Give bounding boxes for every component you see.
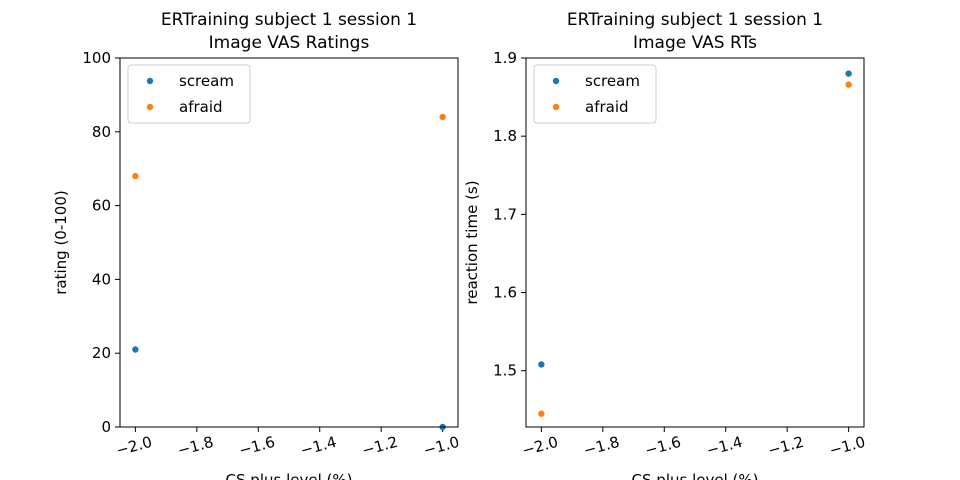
- axes-frame: [525, 57, 865, 428]
- x-tick-label: −2.0: [520, 433, 560, 460]
- legend-box: [127, 64, 251, 124]
- data-point-afraid: [845, 81, 852, 88]
- x-tick-label: −2.0: [114, 433, 154, 460]
- x-tick-label: −1.4: [299, 433, 339, 460]
- x-tick-label: −1.6: [237, 433, 277, 460]
- legend-label: afraid: [179, 98, 223, 116]
- y-tick-label: 1.7: [493, 205, 517, 223]
- data-point-scream: [845, 70, 852, 77]
- x-tick-label: −1.0: [827, 433, 867, 460]
- y-tick-label: 1.5: [493, 362, 517, 380]
- y-tick-label: 60: [92, 197, 111, 215]
- legend-marker-scream: [552, 77, 560, 85]
- data-point-afraid: [439, 113, 446, 121]
- legend-marker-afraid: [552, 103, 560, 111]
- legend-label: afraid: [585, 98, 629, 116]
- chart-subtitle: Image VAS RTs: [633, 33, 757, 53]
- subplot-2: ERTraining subject 1 session 1 Image VAS …: [463, 10, 867, 480]
- x-axis-label: CS plus level (%): [226, 471, 353, 480]
- x-tick-label: −1.8: [176, 433, 216, 460]
- x-tick-label: −1.6: [643, 433, 683, 460]
- legend-box: [533, 64, 657, 124]
- y-tick-label: 80: [92, 123, 111, 141]
- x-tick-label: −1.8: [582, 433, 622, 460]
- y-tick-label: 20: [92, 344, 111, 362]
- legend-marker-scream: [146, 77, 154, 85]
- chart-title: ERTraining subject 1 session 1: [161, 10, 417, 30]
- y-tick-label: 1.8: [493, 127, 517, 145]
- legend-marker-afraid: [146, 103, 154, 111]
- x-tick-label: −1.2: [766, 433, 806, 460]
- y-tick-label: 1.9: [493, 49, 517, 67]
- subplot-1: ERTraining subject 1 session 1 Image VAS …: [52, 10, 461, 480]
- legend-label: scream: [179, 72, 234, 90]
- chart-subtitle: Image VAS Ratings: [209, 33, 370, 53]
- chart-title: ERTraining subject 1 session 1: [567, 10, 823, 30]
- legend: scream afraid: [533, 64, 657, 124]
- data-point-scream: [132, 346, 139, 353]
- y-tick-label: 0: [101, 418, 111, 436]
- x-axis-label: CS plus level (%): [632, 471, 759, 480]
- x-tick-label: −1.4: [705, 433, 745, 460]
- y-tick-label: 1.6: [493, 284, 517, 302]
- x-tick-label: −1.0: [421, 433, 461, 460]
- y-tick-label: 40: [92, 270, 111, 288]
- data-point-afraid: [132, 172, 139, 180]
- legend: scream afraid: [127, 64, 251, 124]
- legend-label: scream: [585, 72, 640, 90]
- axes-frame: [119, 57, 459, 428]
- data-point-scream: [538, 361, 545, 368]
- y-axis-label: reaction time (s): [463, 180, 481, 304]
- y-axis-label: rating (0-100): [52, 190, 70, 295]
- y-tick-label: 100: [82, 49, 111, 67]
- data-point-afraid: [538, 410, 545, 417]
- x-tick-label: −1.2: [360, 433, 400, 460]
